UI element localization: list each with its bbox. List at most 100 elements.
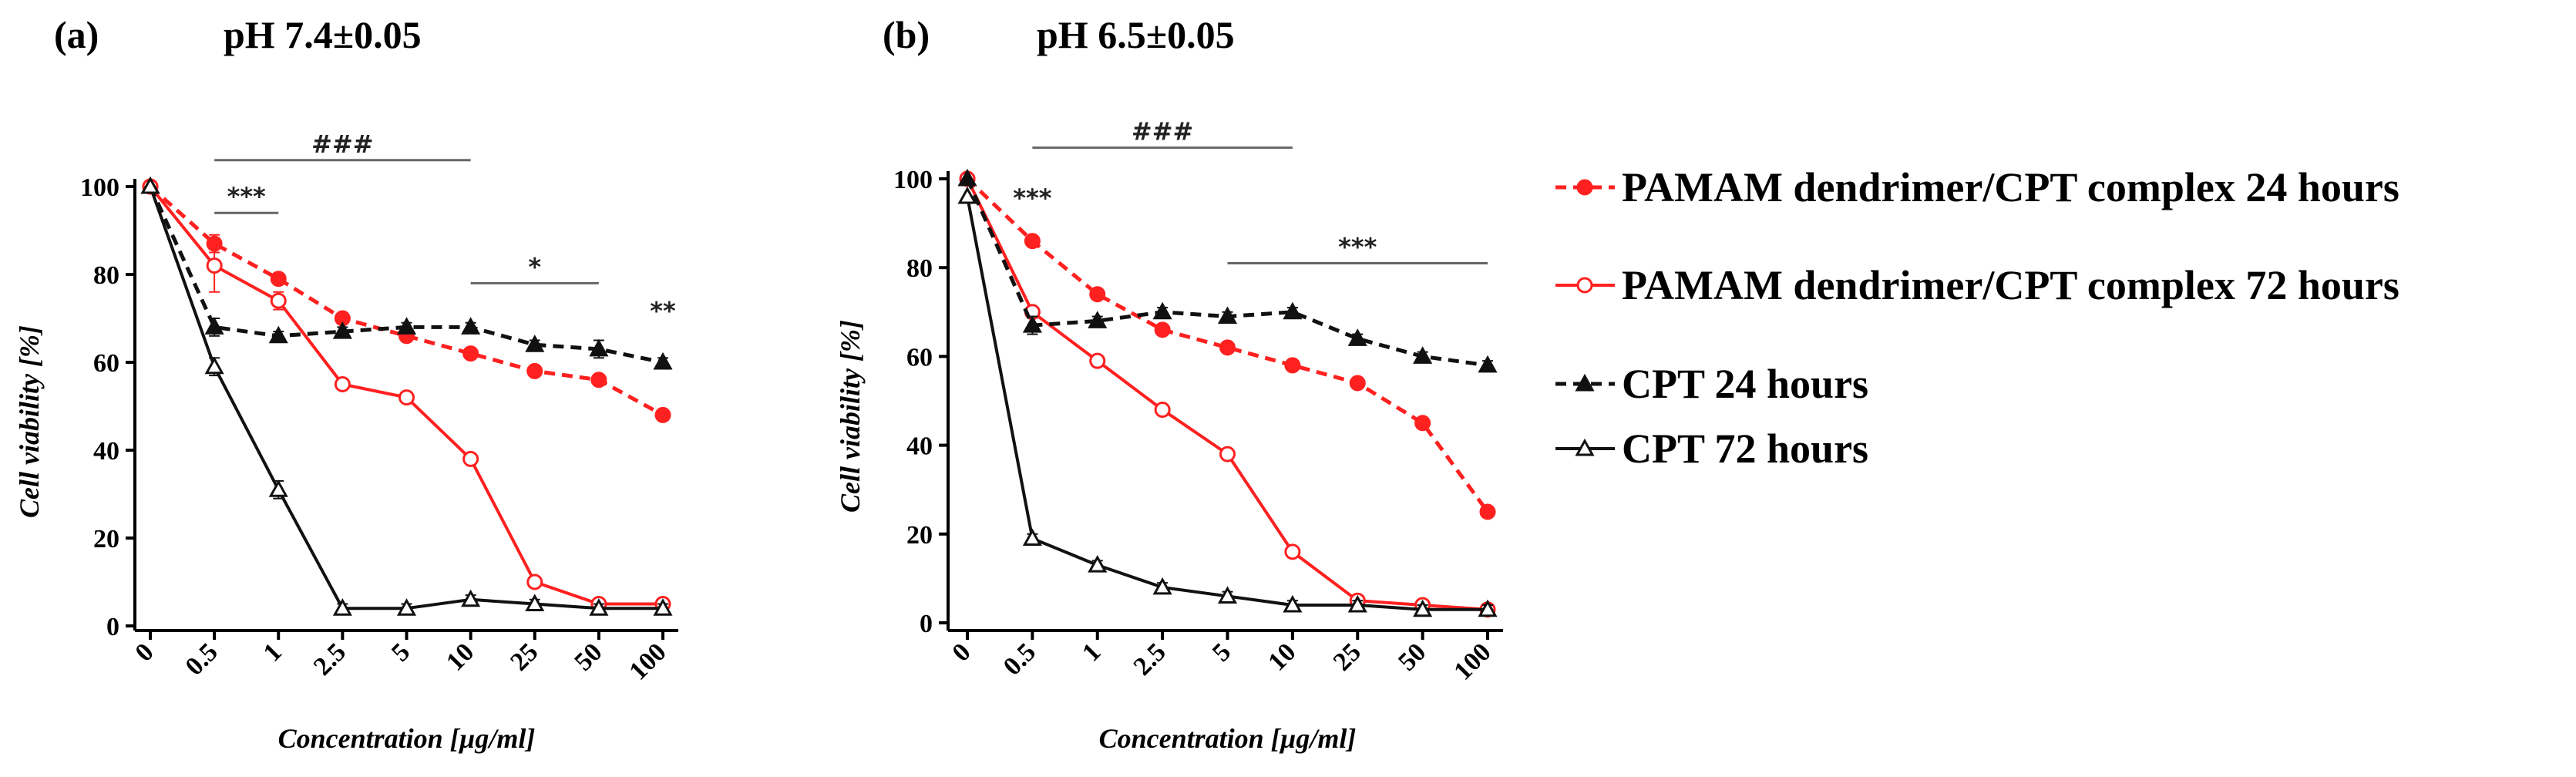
legend-item: CPT 72 hours (1555, 426, 1868, 472)
data-point (589, 598, 609, 616)
data-point (461, 317, 481, 335)
x-tick-label: 25 (1328, 637, 1367, 676)
data-point (957, 186, 977, 204)
x-tick-label: 0 (129, 637, 159, 667)
y-tick-label: 80 (93, 261, 119, 290)
significance-label: *** (1013, 183, 1051, 213)
data-point (1154, 402, 1171, 419)
legend-label: CPT 72 hours (1622, 426, 1868, 472)
data-point (957, 168, 977, 187)
data-point (461, 589, 481, 607)
data-point (589, 338, 609, 357)
legend-label: PAMAM dendrimer/CPT complex 72 hours (1622, 262, 2399, 308)
data-point (1088, 555, 1108, 573)
legend-item: CPT 24 hours (1555, 361, 1868, 407)
data-point (1089, 352, 1106, 369)
y-tick-label: 20 (93, 525, 119, 553)
x-tick-label: 50 (1393, 637, 1431, 676)
panel-title: pH 7.4±0.05 (224, 13, 422, 56)
data-point (204, 317, 224, 335)
x-tick-label: 0.5 (180, 637, 224, 681)
data-point (1414, 415, 1431, 432)
series-4 (140, 176, 673, 616)
x-tick-label: 2.5 (1128, 637, 1172, 681)
panel-a: (a) pH 7.4±0.05 0 20 40 60 80 100 0 0.5 1 2.5 5 10 25 5… (14, 13, 678, 754)
data-point (1479, 503, 1496, 520)
legend-swatch-marker (1576, 277, 1593, 294)
data-point (204, 356, 224, 375)
x-tick-label: 50 (569, 637, 607, 676)
y-axis-title: Cell viability [%] (14, 325, 45, 518)
data-point (526, 362, 543, 379)
y-tick-label: 60 (906, 343, 933, 372)
x-tick-label: 1 (258, 637, 288, 667)
data-point (1217, 306, 1238, 325)
data-point (525, 335, 545, 352)
data-point (1284, 543, 1301, 560)
data-point (1283, 594, 1303, 613)
panel-title: pH 6.5±0.05 (1037, 13, 1235, 56)
data-point (1347, 594, 1367, 613)
data-point (1219, 339, 1236, 356)
x-tick-label: 25 (505, 637, 543, 676)
data-point (462, 450, 479, 467)
y-tick-label: 100 (893, 166, 933, 194)
data-point (653, 352, 673, 370)
y-tick-label: 40 (93, 437, 119, 466)
panel-label: (a) (54, 13, 99, 56)
legend-swatch-marker (1575, 373, 1595, 392)
panel-b: (b) pH 6.5±0.05 0 20 40 60 80 100 0 0.5 1 2.5 5 10 25 5… (835, 13, 1503, 754)
data-point (526, 574, 543, 590)
data-point (1088, 311, 1108, 328)
x-tick-label: 1 (1077, 637, 1106, 667)
legend-label: CPT 24 hours (1622, 361, 1868, 407)
x-tick-label: 100 (624, 637, 671, 685)
y-tick-label: 100 (80, 173, 119, 202)
x-axis-title: Concentration [µg/ml] (1099, 723, 1357, 754)
data-point (1022, 314, 1042, 333)
y-axis-title: Cell viability [%] (835, 320, 866, 513)
x-axis-title: Concentration [µg/ml] (278, 723, 536, 754)
data-point (525, 594, 545, 611)
series-3 (957, 168, 1498, 373)
significance-label: *** (1338, 232, 1377, 261)
x-tick-label: 0 (947, 637, 976, 667)
y-tick-label: 0 (106, 613, 119, 641)
data-point (1284, 357, 1301, 374)
data-point (1413, 599, 1433, 617)
legend-swatch-marker (1575, 438, 1595, 456)
legend: PAMAM dendrimer/CPT complex 24 hours PAMA… (1555, 164, 2399, 472)
data-point (396, 598, 417, 616)
data-point (653, 598, 673, 616)
legend-label: PAMAM dendrimer/CPT complex 24 hours (1622, 164, 2399, 210)
data-point (332, 321, 352, 339)
data-point (1283, 301, 1303, 320)
series-2 (959, 170, 1496, 618)
data-point (1152, 301, 1172, 320)
data-point (1349, 375, 1366, 392)
series-line (149, 185, 664, 417)
y-tick-label: 60 (93, 349, 119, 378)
y-tick-label: 40 (906, 432, 933, 461)
data-point (1154, 321, 1171, 338)
data-point (206, 257, 223, 274)
panel-label: (b) (883, 13, 930, 56)
data-point (1217, 586, 1238, 604)
data-point (1024, 233, 1041, 250)
data-point (140, 176, 160, 194)
y-tick-label: 0 (920, 610, 933, 638)
data-point (1089, 286, 1106, 303)
x-tick-label: 10 (1263, 637, 1301, 676)
series-line (966, 196, 1488, 611)
x-tick-label: 5 (1207, 637, 1236, 667)
data-point (590, 372, 607, 388)
data-point (268, 479, 288, 497)
data-point (334, 376, 351, 392)
x-tick-label: 100 (1448, 637, 1496, 685)
x-tick-label: 5 (386, 637, 415, 667)
data-point (1219, 446, 1236, 462)
series-1 (142, 178, 671, 423)
series-3 (140, 176, 673, 370)
legend-swatch-marker (1576, 179, 1593, 196)
